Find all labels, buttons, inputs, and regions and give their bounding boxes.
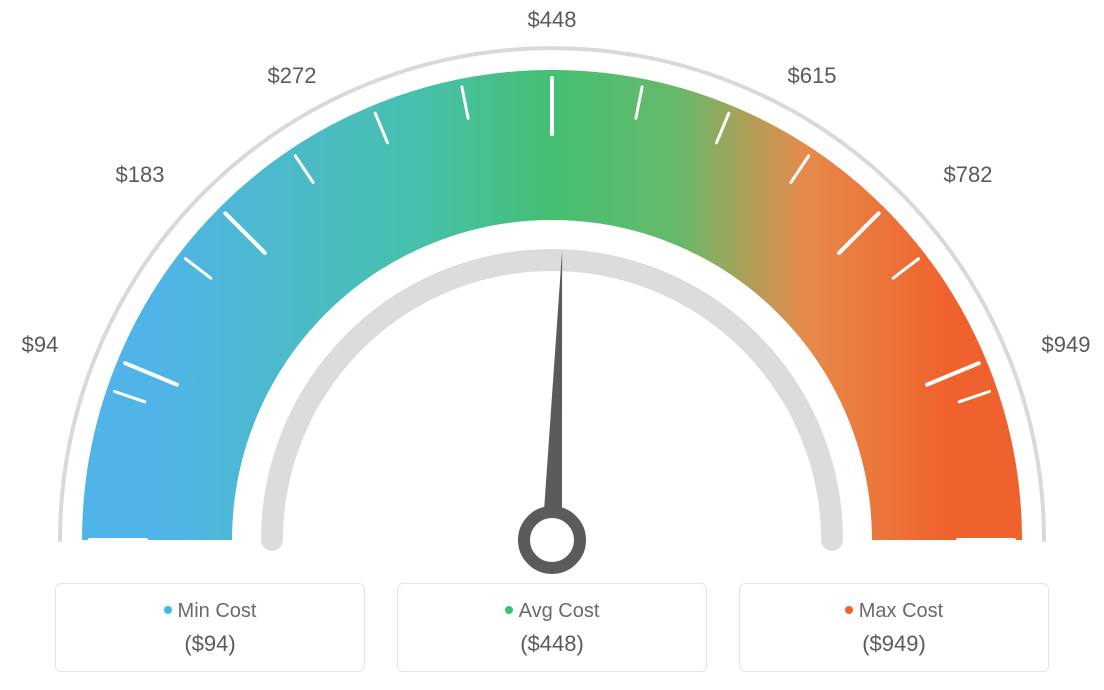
legend-row: Min Cost ($94) Avg Cost ($448) Max Cost ($949…	[55, 583, 1049, 672]
legend-value: ($448)	[408, 631, 696, 657]
tick-label: $272	[268, 63, 317, 89]
tick-label: $615	[788, 63, 837, 89]
gauge-needle	[542, 250, 562, 540]
legend-label: Avg Cost	[519, 600, 600, 622]
legend-value: ($94)	[66, 631, 354, 657]
legend-card: Max Cost ($949)	[739, 583, 1049, 672]
cost-gauge-container: $94 $183 $272 $448 $615 $782 $949 Min Cost ($94…	[0, 0, 1104, 690]
legend-card: Avg Cost ($448)	[397, 583, 707, 672]
needle-hub	[524, 512, 580, 568]
legend-title: Avg Cost	[408, 600, 696, 623]
gauge-area: $94 $183 $272 $448 $615 $782 $949	[0, 0, 1104, 580]
legend-dot-icon	[164, 606, 172, 614]
legend-title: Max Cost	[750, 600, 1038, 623]
legend-title: Min Cost	[66, 600, 354, 623]
gauge-svg	[0, 0, 1104, 580]
legend-card: Min Cost ($94)	[55, 583, 365, 672]
tick-label: $448	[528, 7, 577, 33]
tick-label: $183	[116, 162, 165, 188]
legend-label: Min Cost	[178, 600, 257, 622]
legend-dot-icon	[845, 606, 853, 614]
legend-label: Max Cost	[859, 600, 943, 622]
legend-value: ($949)	[750, 631, 1038, 657]
tick-label: $94	[22, 332, 59, 358]
tick-label: $782	[944, 162, 993, 188]
tick-label: $949	[1042, 332, 1091, 358]
legend-dot-icon	[505, 606, 513, 614]
